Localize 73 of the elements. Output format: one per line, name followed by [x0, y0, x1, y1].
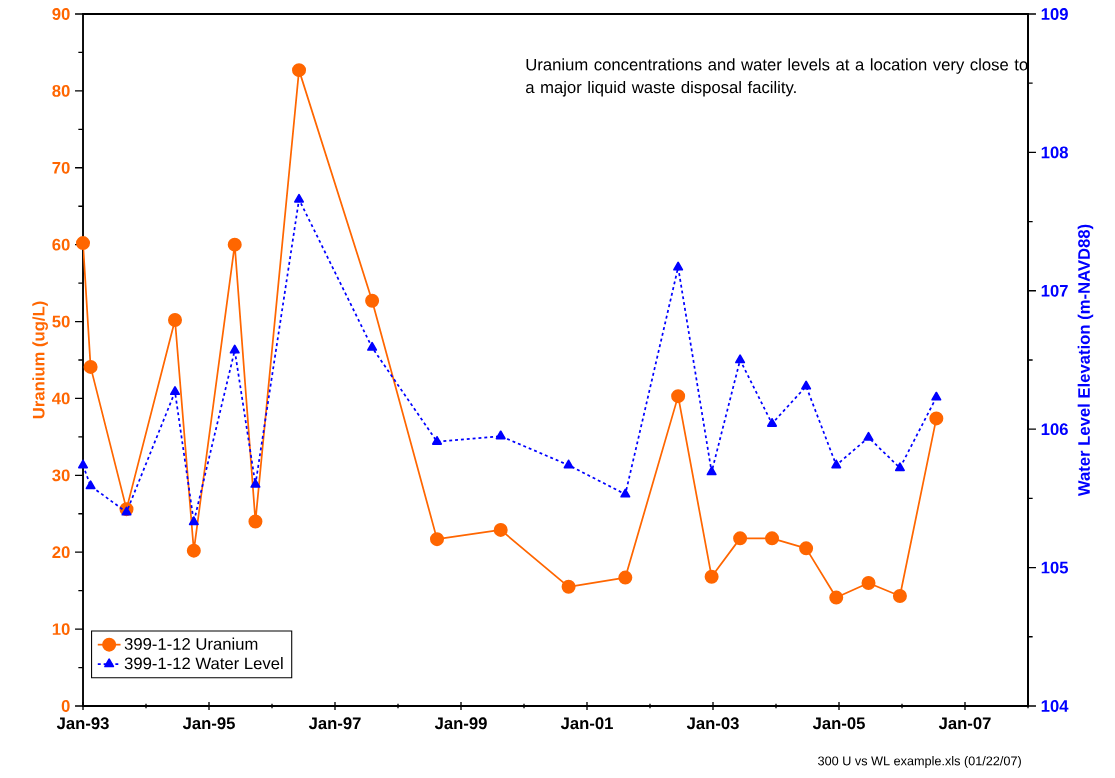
- point: [831, 459, 842, 469]
- point: [431, 435, 443, 445]
- legend-label: 399-1-12 Uranium: [124, 637, 258, 650]
- point: [733, 531, 748, 546]
- y-tick-label: 0: [61, 700, 70, 712]
- point: [563, 459, 574, 469]
- point: [294, 193, 305, 203]
- y-tick-label: 60: [52, 238, 70, 251]
- point: [799, 541, 814, 556]
- point: [495, 430, 506, 440]
- point: [77, 459, 89, 469]
- point: [929, 411, 944, 426]
- x-tick-label: Jan-03: [686, 717, 739, 730]
- point: [76, 236, 91, 251]
- point: [894, 462, 905, 472]
- y2-tick-label: 108: [1041, 146, 1068, 159]
- point: [227, 237, 242, 252]
- point: [618, 570, 633, 585]
- point: [493, 522, 508, 537]
- y2-tick-label: 105: [1041, 561, 1069, 574]
- x-tick-label: Jan-95: [182, 717, 235, 730]
- x-tick-label: Jan-99: [434, 717, 487, 730]
- y-tick-label: 40: [52, 392, 70, 405]
- point: [561, 579, 576, 594]
- point: [704, 569, 719, 584]
- y-tick-label: 90: [52, 8, 70, 20]
- point: [292, 63, 307, 78]
- point: [83, 359, 98, 374]
- x-tick-label: Jan-07: [938, 717, 991, 730]
- x-tick-label: Jan-05: [812, 717, 865, 730]
- y-tick-label: 20: [52, 546, 70, 559]
- text: 300 U vs WL example.xls (01/22/07): [818, 756, 1021, 768]
- point: [121, 506, 132, 516]
- point: [85, 480, 96, 490]
- point: [229, 344, 240, 354]
- point: [367, 341, 378, 351]
- point: [168, 313, 183, 328]
- y2-tick-label: 106: [1041, 423, 1068, 436]
- point: [735, 354, 746, 364]
- x-tick-label: Jan-01: [560, 717, 613, 730]
- x-tick-label: Jan-93: [56, 717, 109, 730]
- y2-tick-label: 104: [1041, 700, 1069, 712]
- point: [767, 417, 778, 427]
- point: [931, 391, 942, 401]
- y-tick-label: 30: [52, 469, 70, 482]
- y2-axis-title: Water Level Elevation (m-NAVD88): [1077, 224, 1094, 497]
- y-tick-label: 70: [52, 161, 70, 174]
- x-tick-label: Jan-97: [308, 717, 361, 730]
- y2-tick-label: 107: [1041, 284, 1068, 297]
- point: [765, 531, 780, 546]
- point: [673, 261, 684, 271]
- point: [863, 431, 874, 441]
- point: [892, 589, 907, 604]
- annotation: Uranium concentrations and water levels at a location very close to a major liquid waste disposal facility.: [525, 58, 1028, 97]
- legend-label: 399-1-12 Water Level: [124, 657, 283, 670]
- y2-tick-label: 109: [1041, 8, 1068, 20]
- point: [250, 478, 261, 488]
- y-axis-title: Uranium (ug/L): [32, 301, 48, 419]
- point: [861, 575, 876, 590]
- y-tick-label: 50: [52, 315, 70, 328]
- point: [706, 466, 717, 476]
- point: [186, 543, 201, 558]
- point: [248, 514, 263, 529]
- y-tick-label: 80: [52, 85, 70, 97]
- y-tick-label: 10: [52, 623, 70, 635]
- point: [801, 380, 812, 390]
- point: [829, 590, 844, 605]
- point: [620, 488, 631, 498]
- point: [671, 389, 686, 404]
- point: [365, 293, 380, 308]
- point: [188, 516, 199, 526]
- point: [430, 532, 445, 547]
- point: [169, 386, 181, 396]
